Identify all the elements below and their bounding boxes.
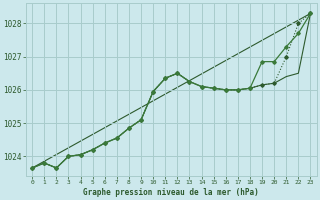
X-axis label: Graphe pression niveau de la mer (hPa): Graphe pression niveau de la mer (hPa): [84, 188, 259, 197]
